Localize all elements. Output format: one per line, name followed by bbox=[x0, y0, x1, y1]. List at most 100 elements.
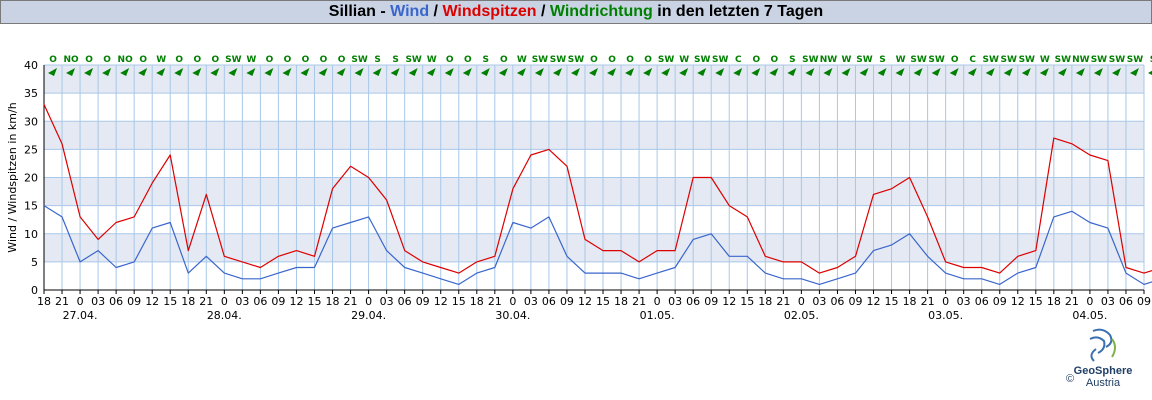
title-gusts: Windspitzen bbox=[442, 3, 537, 20]
y-tick-label: 0 bbox=[31, 284, 38, 297]
x-tick-label: 12 bbox=[867, 295, 881, 308]
direction-arrow-icon bbox=[985, 68, 995, 76]
x-tick-label: 18 bbox=[37, 295, 51, 308]
direction-label: W bbox=[246, 55, 256, 65]
title-sep-1: - bbox=[375, 3, 391, 20]
direction-arrow-icon bbox=[805, 68, 815, 76]
direction-label: SW bbox=[1127, 55, 1143, 65]
direction-arrow-icon bbox=[318, 68, 328, 76]
direction-arrow-icon bbox=[570, 68, 580, 76]
direction-label: O bbox=[608, 55, 616, 65]
direction-arrow-icon bbox=[1003, 68, 1013, 76]
direction-label: SW bbox=[1001, 55, 1017, 65]
direction-label: W bbox=[679, 55, 689, 65]
direction-arrow-icon bbox=[1129, 68, 1139, 76]
title-station: Sillian bbox=[328, 3, 376, 20]
date-label: 03.05. bbox=[928, 309, 963, 322]
y-tick-label: 25 bbox=[24, 143, 38, 156]
direction-label: C bbox=[735, 55, 742, 65]
direction-label: W bbox=[517, 55, 527, 65]
title-rest: in den letzten 7 Tagen bbox=[652, 3, 824, 20]
direction-arrow-icon bbox=[643, 68, 653, 76]
direction-label: NO bbox=[118, 55, 134, 65]
direction-arrow-icon bbox=[354, 68, 364, 76]
title-sep-2: / bbox=[429, 3, 443, 20]
direction-label: SW bbox=[802, 55, 818, 65]
x-tick-label: 09 bbox=[127, 295, 141, 308]
direction-arrow-icon bbox=[66, 68, 76, 76]
direction-label: O bbox=[284, 55, 292, 65]
direction-arrow-icon bbox=[372, 68, 382, 76]
direction-arrow-icon bbox=[210, 68, 220, 76]
direction-label: SW bbox=[856, 55, 872, 65]
direction-label: C bbox=[969, 55, 976, 65]
direction-label: W bbox=[1040, 55, 1050, 65]
direction-arrow-icon bbox=[931, 68, 941, 76]
direction-label: SW bbox=[550, 55, 566, 65]
x-tick-label: 12 bbox=[289, 295, 303, 308]
direction-arrow-icon bbox=[679, 68, 689, 76]
date-label: 04.05. bbox=[1072, 309, 1107, 322]
direction-arrow-icon bbox=[733, 68, 743, 76]
x-tick-label: 18 bbox=[326, 295, 340, 308]
copyright-sign: © bbox=[1066, 373, 1075, 385]
direction-arrow-icon bbox=[84, 68, 94, 76]
direction-label: O bbox=[175, 55, 183, 65]
y-tick-label: 10 bbox=[24, 228, 38, 241]
x-tick-label: 09 bbox=[416, 295, 430, 308]
direction-label: O bbox=[626, 55, 634, 65]
y-tick-label: 30 bbox=[24, 115, 38, 128]
direction-label: O bbox=[211, 55, 219, 65]
geosphere-logo: © GeoSphere Austria bbox=[1058, 325, 1148, 397]
x-tick-label: 21 bbox=[344, 295, 358, 308]
direction-arrow-icon bbox=[607, 68, 617, 76]
x-tick-label: 09 bbox=[1137, 295, 1151, 308]
direction-label: NO bbox=[63, 55, 79, 65]
direction-arrow-icon bbox=[1093, 68, 1103, 76]
x-tick-label: 06 bbox=[253, 295, 267, 308]
direction-arrow-icon bbox=[1039, 68, 1049, 76]
direction-arrow-icon bbox=[787, 68, 797, 76]
direction-label: O bbox=[266, 55, 274, 65]
direction-label: O bbox=[193, 55, 201, 65]
x-tick-label: 09 bbox=[848, 295, 862, 308]
x-tick-label: 0 bbox=[1086, 295, 1093, 308]
direction-arrow-icon bbox=[462, 68, 472, 76]
direction-label: O bbox=[139, 55, 147, 65]
date-label: 30.04. bbox=[495, 309, 530, 322]
direction-arrow-icon bbox=[589, 68, 598, 76]
y-tick-label: 20 bbox=[24, 172, 38, 185]
direction-arrow-icon bbox=[1111, 68, 1121, 76]
y-band bbox=[44, 121, 1144, 150]
series-line-windspitzen bbox=[43, 104, 1152, 274]
x-tick-label: 03 bbox=[668, 295, 682, 308]
x-tick-label: 12 bbox=[434, 295, 448, 308]
direction-label: O bbox=[464, 55, 472, 65]
direction-label: SW bbox=[405, 55, 421, 65]
direction-arrow-icon bbox=[516, 68, 526, 76]
direction-label: S bbox=[483, 55, 489, 65]
title-direction: Windrichtung bbox=[549, 3, 653, 20]
y-tick-label: 15 bbox=[24, 200, 38, 213]
x-tick-label: 21 bbox=[55, 295, 69, 308]
date-label: 02.05. bbox=[784, 309, 819, 322]
x-tick-label: 15 bbox=[740, 295, 754, 308]
direction-label: O bbox=[644, 55, 652, 65]
x-tick-label: 12 bbox=[578, 295, 592, 308]
date-label: 29.04. bbox=[351, 309, 386, 322]
direction-arrow-icon bbox=[390, 68, 400, 76]
x-tick-label: 12 bbox=[145, 295, 159, 308]
direction-arrow-icon bbox=[823, 68, 833, 76]
direction-label: O bbox=[752, 55, 760, 65]
direction-label: NW bbox=[1072, 55, 1090, 65]
direction-label: O bbox=[951, 55, 959, 65]
direction-arrow-icon bbox=[859, 68, 869, 76]
geosphere-emblem-icon bbox=[1089, 328, 1116, 362]
x-tick-label: 0 bbox=[654, 295, 661, 308]
x-tick-label: 03 bbox=[957, 295, 971, 308]
direction-arrow-icon bbox=[625, 68, 635, 76]
x-tick-label: 21 bbox=[1065, 295, 1079, 308]
direction-arrow-icon bbox=[48, 68, 58, 76]
direction-arrow-icon bbox=[913, 68, 923, 76]
x-tick-label: 21 bbox=[199, 295, 213, 308]
